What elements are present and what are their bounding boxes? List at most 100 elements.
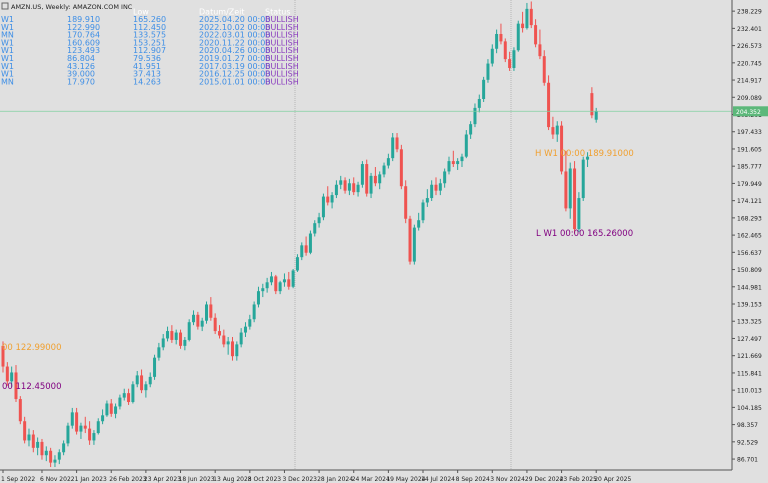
candle (70, 407, 74, 429)
candle (235, 341, 239, 361)
candle-body (521, 23, 525, 29)
table-cell: W1 (1, 70, 14, 79)
price-tick-label: 162.465 (737, 233, 762, 240)
time-tick-label: 14 Jul 2024 (421, 476, 455, 483)
candle (447, 156, 451, 175)
candle-body (269, 276, 273, 283)
price-tick-label: 139.153 (737, 302, 762, 309)
candle (382, 162, 386, 178)
price-tick-label: 226.573 (737, 43, 762, 50)
table-cell: 160.609 (67, 38, 100, 47)
candle-body (317, 217, 321, 224)
candle-body (373, 175, 377, 184)
candle (187, 319, 191, 342)
current-price-tag: 204.352 (733, 106, 768, 117)
table-cell: 123.493 (67, 46, 100, 55)
table-cell: 165.260 (133, 15, 166, 24)
candle-body (148, 376, 152, 385)
current-price-tag-label: 204.352 (736, 109, 761, 116)
candle-body (75, 412, 79, 432)
candle-body (183, 339, 187, 346)
table-cell: W1 (1, 23, 14, 32)
candle (573, 161, 577, 234)
symbol-label: AMZN.US, Weekly: AMAZON.COM INC (11, 3, 133, 11)
time-tick-label: 26 Feb 2023 (109, 476, 147, 483)
table-cell: 43.126 (67, 62, 95, 71)
candle-body (447, 161, 451, 172)
candle (88, 421, 92, 445)
table-cell: 2015.01.01 00:00 (199, 77, 270, 86)
candle-body (291, 270, 295, 287)
candle (40, 438, 44, 460)
candle (269, 271, 273, 286)
candle (417, 212, 421, 231)
candle-body (581, 159, 585, 199)
table-cell: BULLISH (265, 70, 299, 79)
candle-body (109, 403, 113, 414)
candle-body (57, 452, 61, 460)
candle-body (404, 186, 408, 219)
candle-body (248, 319, 252, 327)
candle-body (10, 372, 14, 382)
candle (53, 455, 57, 468)
time-tick-label: 24 Mar 2024 (352, 476, 390, 483)
candle-body (386, 158, 390, 166)
candle-body (287, 279, 291, 287)
candle-body (508, 59, 512, 68)
candle (321, 193, 325, 221)
time-tick-label: 1 Jan 2023 (75, 476, 107, 483)
candle-body (205, 304, 209, 321)
high-label-left: 00 122.99000 (2, 343, 61, 353)
candle-body (495, 33, 499, 49)
candle-body (542, 56, 546, 83)
candle-body (174, 332, 178, 340)
candle (594, 107, 598, 123)
table-cell: 17.970 (67, 77, 95, 86)
candle (443, 168, 447, 188)
candle (551, 116, 555, 139)
candle-body (399, 149, 403, 187)
price-tick-label: 98.357 (737, 422, 758, 429)
candle (378, 171, 382, 190)
candle (404, 180, 408, 224)
candle-body (577, 198, 581, 230)
candle-body (443, 171, 447, 184)
candle-body (261, 288, 265, 292)
candle-body (135, 375, 139, 385)
candle-body (256, 291, 260, 305)
price-tick-label: 121.669 (737, 353, 762, 360)
candle-body (551, 127, 555, 135)
candles-group (1, 1, 598, 468)
candle (243, 322, 247, 337)
candle (135, 370, 139, 388)
candle-body (564, 171, 568, 209)
candle (399, 144, 403, 190)
candle (291, 268, 295, 289)
candle-body (300, 245, 304, 258)
candle-body (140, 375, 144, 391)
table-cell: W1 (1, 15, 14, 24)
candle-body (421, 202, 425, 221)
candle-body (464, 134, 468, 157)
candle (44, 446, 48, 462)
candle-body (235, 344, 239, 357)
candle (300, 242, 304, 261)
candle-body (438, 183, 442, 191)
candle (352, 177, 356, 196)
candle-body (218, 331, 221, 336)
candle-body (538, 44, 542, 57)
candle (477, 94, 481, 113)
candle (295, 254, 299, 272)
candle-body (534, 25, 538, 45)
table-header-cell: Datum/Zeit (199, 8, 245, 17)
candle (282, 273, 286, 287)
table-cell: W1 (1, 54, 14, 63)
candle-body (313, 223, 317, 234)
time-axis: 1 Sep 2022 6 Nov 2022 1 Jan 2023 26 Feb 202… (0, 469, 732, 483)
